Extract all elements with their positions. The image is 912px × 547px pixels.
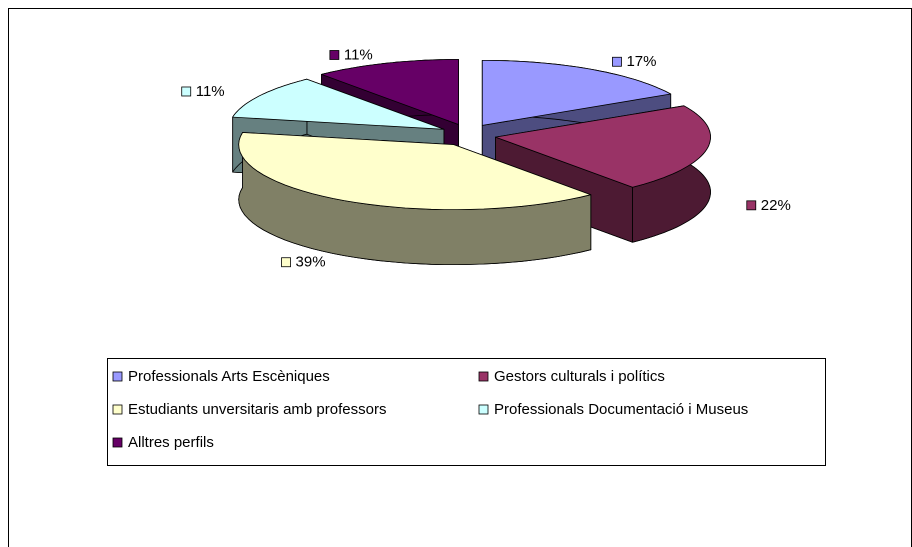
data-label: 11% bbox=[196, 83, 225, 100]
legend-marker bbox=[112, 371, 123, 382]
data-label-marker bbox=[746, 200, 757, 211]
legend-label: Gestors culturals i polítics bbox=[494, 368, 665, 385]
slice-top bbox=[238, 132, 592, 210]
data-label-marker bbox=[329, 50, 340, 60]
chart-frame bbox=[8, 8, 912, 547]
slice-top bbox=[232, 78, 445, 130]
legend-label: Estudiants unversitaris amb professors bbox=[128, 401, 386, 418]
legend-marker bbox=[112, 437, 123, 448]
slice-top bbox=[495, 105, 711, 188]
slice-top bbox=[321, 59, 459, 125]
slice-top bbox=[481, 60, 672, 126]
legend-marker bbox=[478, 404, 489, 415]
legend-marker bbox=[478, 371, 489, 382]
data-label: 22% bbox=[761, 197, 791, 214]
legend-label: Professionals Documentació i Museus bbox=[494, 401, 748, 418]
pie-slice bbox=[495, 105, 711, 243]
data-label-marker bbox=[281, 257, 291, 268]
legend-marker bbox=[112, 404, 123, 415]
data-label: 17% bbox=[626, 53, 656, 70]
data-label-marker bbox=[612, 56, 622, 67]
legend-label: Professionals Arts Escèniques bbox=[128, 368, 330, 385]
data-label-marker bbox=[181, 86, 192, 97]
data-label: 11% bbox=[344, 46, 373, 63]
legend-box bbox=[107, 358, 826, 466]
pie-slice bbox=[238, 132, 592, 265]
data-label: 39% bbox=[296, 254, 326, 271]
legend-label: Alltres perfils bbox=[128, 434, 214, 451]
